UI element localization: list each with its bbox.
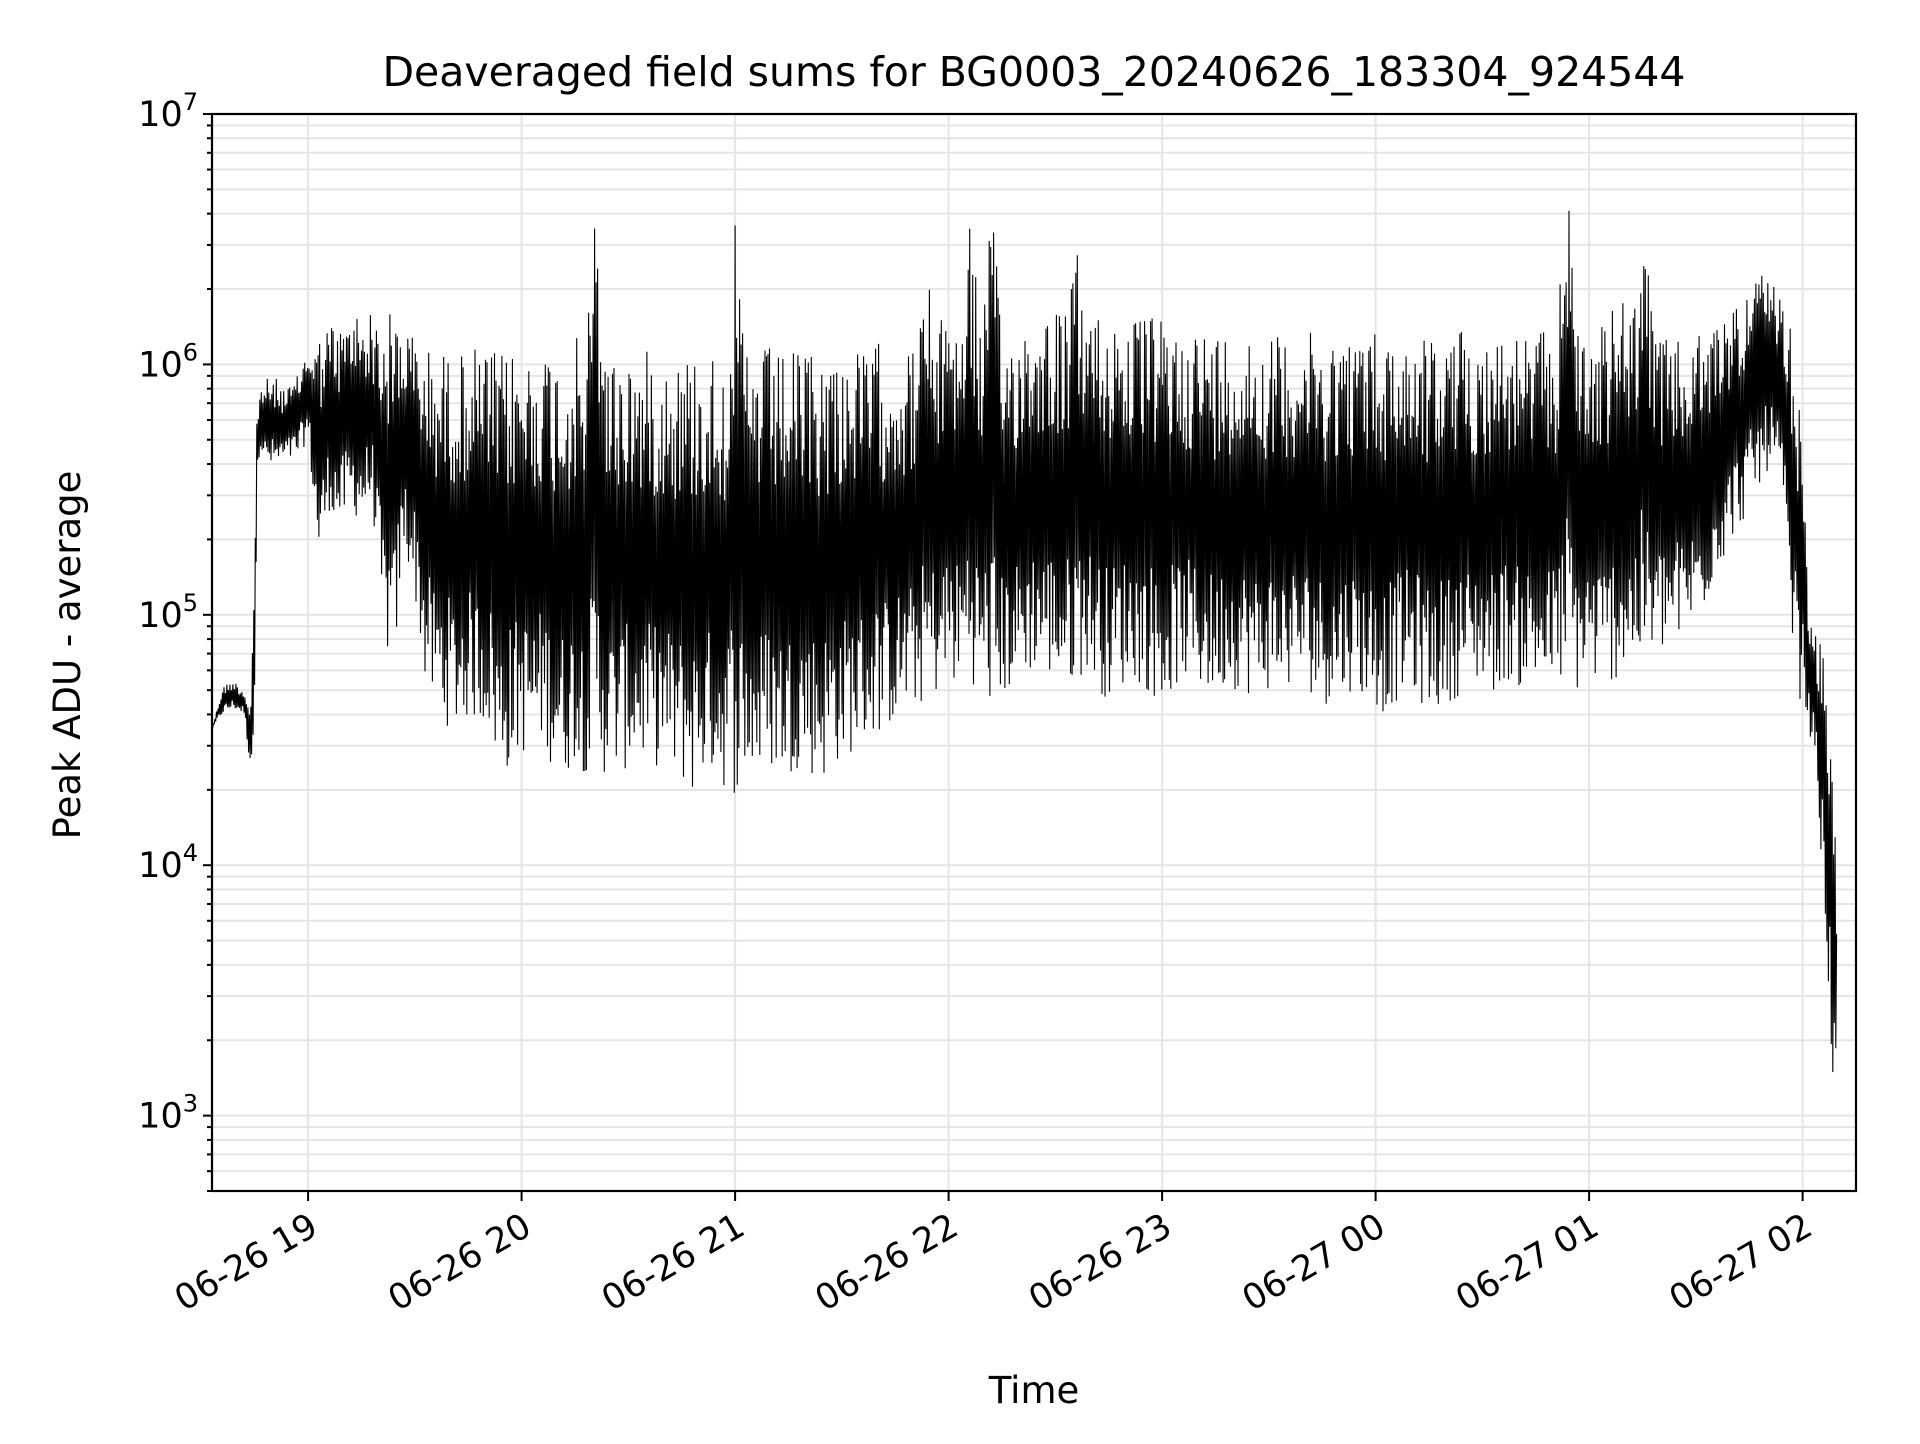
plot-frame — [210, 112, 1858, 1193]
chart-title: Deaveraged field sums for BG0003_2024062… — [382, 48, 1685, 96]
y-tick-label: 104 — [138, 839, 198, 886]
data-layer — [211, 210, 1838, 1073]
grid-layer — [212, 113, 1856, 1192]
x-axis-label: Time — [988, 1369, 1080, 1412]
y-axis-label: Peak ADU - average — [46, 471, 89, 840]
y-tick-label: 107 — [138, 88, 198, 135]
y-tick-label: 106 — [138, 338, 198, 385]
y-tick-label: 105 — [138, 589, 198, 636]
y-tick-label: 103 — [138, 1090, 198, 1137]
series-line — [211, 210, 1838, 1073]
